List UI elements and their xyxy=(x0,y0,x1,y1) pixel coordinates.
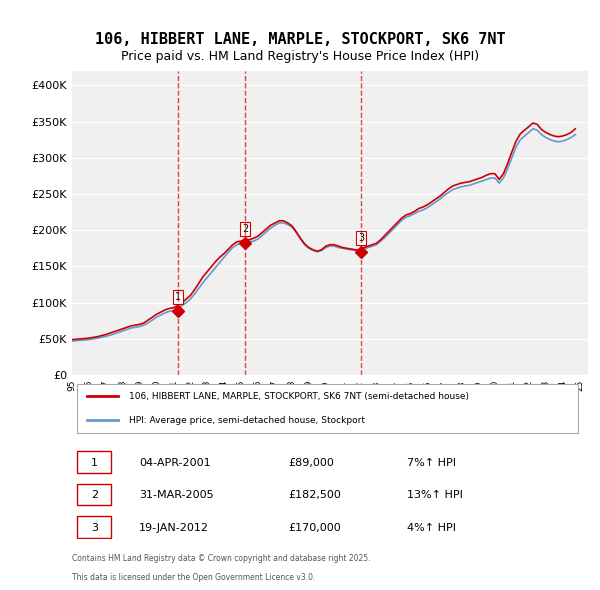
FancyBboxPatch shape xyxy=(77,451,110,473)
Text: 106, HIBBERT LANE, MARPLE, STOCKPORT, SK6 7NT (semi-detached house): 106, HIBBERT LANE, MARPLE, STOCKPORT, SK… xyxy=(129,392,469,401)
Text: 3: 3 xyxy=(91,523,98,533)
Text: 13%↑ HPI: 13%↑ HPI xyxy=(407,490,463,500)
Text: 3: 3 xyxy=(358,233,364,243)
Text: 1: 1 xyxy=(175,292,181,302)
Text: Price paid vs. HM Land Registry's House Price Index (HPI): Price paid vs. HM Land Registry's House … xyxy=(121,50,479,63)
Text: 7%↑ HPI: 7%↑ HPI xyxy=(407,458,457,468)
Text: 19-JAN-2012: 19-JAN-2012 xyxy=(139,523,209,533)
FancyBboxPatch shape xyxy=(77,516,110,537)
Text: HPI: Average price, semi-detached house, Stockport: HPI: Average price, semi-detached house,… xyxy=(129,416,365,425)
Text: 4%↑ HPI: 4%↑ HPI xyxy=(407,523,457,533)
Text: Contains HM Land Registry data © Crown copyright and database right 2025.: Contains HM Land Registry data © Crown c… xyxy=(72,554,371,563)
Text: 106, HIBBERT LANE, MARPLE, STOCKPORT, SK6 7NT: 106, HIBBERT LANE, MARPLE, STOCKPORT, SK… xyxy=(95,32,505,47)
Text: This data is licensed under the Open Government Licence v3.0.: This data is licensed under the Open Gov… xyxy=(72,573,316,582)
Text: 2: 2 xyxy=(242,224,248,234)
Text: £170,000: £170,000 xyxy=(289,523,341,533)
Text: £182,500: £182,500 xyxy=(289,490,341,500)
FancyBboxPatch shape xyxy=(77,384,578,433)
FancyBboxPatch shape xyxy=(77,484,110,505)
Text: 31-MAR-2005: 31-MAR-2005 xyxy=(139,490,214,500)
Text: 2: 2 xyxy=(91,490,98,500)
Text: 1: 1 xyxy=(91,458,98,468)
Text: £89,000: £89,000 xyxy=(289,458,335,468)
Text: 04-APR-2001: 04-APR-2001 xyxy=(139,458,211,468)
